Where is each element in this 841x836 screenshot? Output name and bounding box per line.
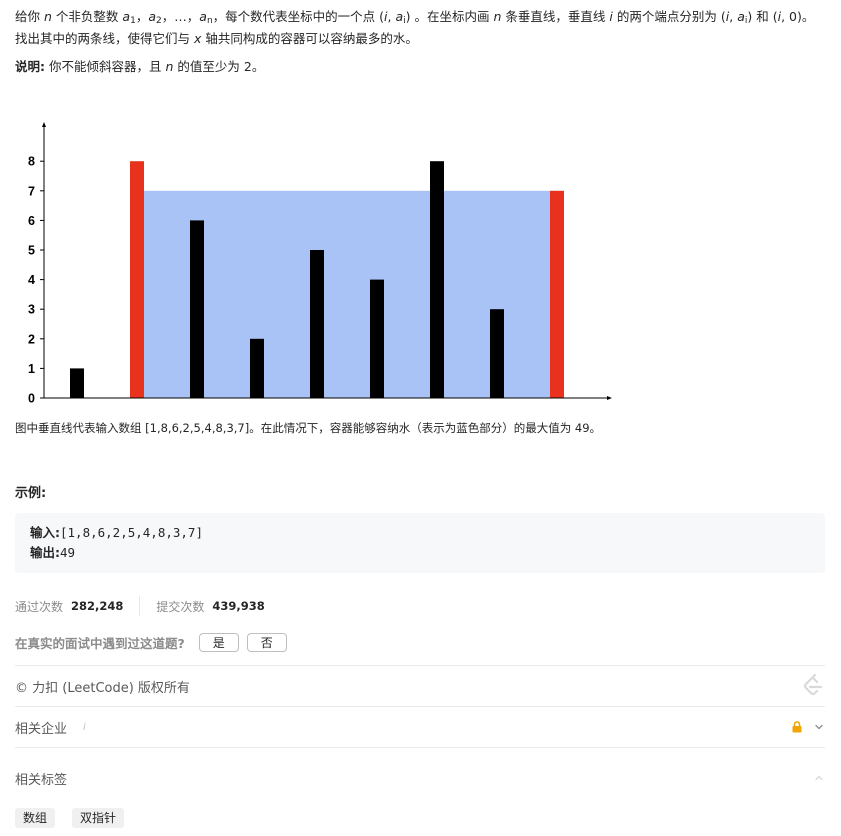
related-companies-label: 相关企业: [15, 721, 68, 737]
note-paragraph: 说明: 你不能倾斜容器，且 n 的值至少为 2。: [15, 59, 265, 74]
topic-tag-array[interactable]: 数组: [15, 808, 56, 828]
y-axis-arrow: [42, 122, 46, 127]
bar: [310, 250, 324, 398]
example-output-value: 49: [60, 545, 76, 560]
example-input-label: 输入:: [30, 525, 60, 540]
copyright-row: © 力扣 (LeetCode) 版权所有: [15, 673, 825, 696]
lock-icon: [792, 721, 802, 733]
y-tick-label: 0: [28, 392, 35, 406]
y-tick-label: 3: [28, 303, 35, 317]
topic-tag-two-pointers[interactable]: 双指针: [72, 808, 125, 828]
y-tick-label: 6: [28, 214, 35, 228]
stats-divider: [139, 596, 141, 616]
description-paragraph-2: 找出其中的两条线，使得它们与 x 轴共同构成的容器可以容纳最多的水。: [15, 31, 418, 46]
x-axis-arrow: [607, 396, 612, 400]
water-area: [137, 190, 557, 398]
divider: [15, 706, 825, 707]
y-tick-label: 1: [28, 362, 35, 376]
example-input-value: [1,8,6,2,5,4,8,3,7]: [60, 525, 203, 540]
y-tick-label: 4: [28, 273, 35, 287]
submitted-label: 提交次数: [156, 599, 205, 614]
y-tick-label: 7: [28, 184, 35, 198]
example-title: 示例:: [15, 486, 47, 501]
container-chart: 0 1 2 3 4 5 6 7 8: [28, 122, 612, 406]
interview-question: 在真实的面试中遇到过这道题? 是 否: [15, 633, 287, 652]
related-topics-row[interactable]: 相关标签: [15, 768, 825, 788]
example-input-line: 输入:[1,8,6,2,5,4,8,3,7]: [30, 523, 810, 543]
description-paragraph-1: 给你 n 个非负整数 a1，a2，…，an，每个数代表坐标中的一个点 (i, a…: [15, 9, 815, 26]
highlighted-bar: [550, 190, 564, 398]
bar: [250, 338, 264, 398]
info-icon[interactable]: i: [83, 721, 86, 733]
note-label: 说明:: [15, 59, 45, 74]
y-tick-label: 5: [28, 244, 35, 258]
interview-question-text: 在真实的面试中遇到过这道题?: [15, 636, 185, 651]
topic-tags: 数组 双指针: [15, 808, 125, 828]
bar: [190, 220, 204, 398]
submitted-value: 439,938: [212, 599, 265, 613]
divider: [15, 665, 825, 666]
y-tick-label: 2: [28, 332, 35, 346]
passed-value: 282,248: [71, 599, 124, 613]
bar: [430, 161, 444, 398]
divider: [15, 747, 825, 748]
leetcode-logo-icon: [803, 673, 823, 696]
interview-yes-button[interactable]: 是: [198, 633, 239, 652]
highlighted-bar: [130, 161, 144, 398]
problem-description: 给你 n 个非负整数 a1，a2，…，an，每个数代表坐标中的一个点 (i, a…: [15, 8, 830, 48]
y-tick-label: 8: [28, 155, 35, 169]
copyright-text: © 力扣 (LeetCode) 版权所有: [15, 680, 190, 696]
related-companies-row[interactable]: 相关企业 i: [15, 717, 825, 737]
chevron-down-icon[interactable]: [813, 721, 825, 733]
bar: [370, 279, 384, 398]
chart-caption: 图中垂直线代表输入数组 [1,8,6,2,5,4,8,3,7]。在此情况下，容器…: [15, 421, 602, 435]
chevron-up-icon[interactable]: [813, 772, 825, 784]
bar: [490, 309, 504, 398]
interview-no-button[interactable]: 否: [246, 633, 287, 652]
bar: [70, 368, 84, 398]
related-topics-label: 相关标签: [15, 772, 68, 788]
example-box: 输入:[1,8,6,2,5,4,8,3,7] 输出:49: [15, 513, 825, 573]
example-output-line: 输出:49: [30, 543, 810, 563]
submission-stats: 通过次数 282,248 提交次数 439,938: [15, 596, 265, 616]
passed-label: 通过次数: [15, 599, 64, 614]
example-output-label: 输出:: [30, 545, 60, 560]
